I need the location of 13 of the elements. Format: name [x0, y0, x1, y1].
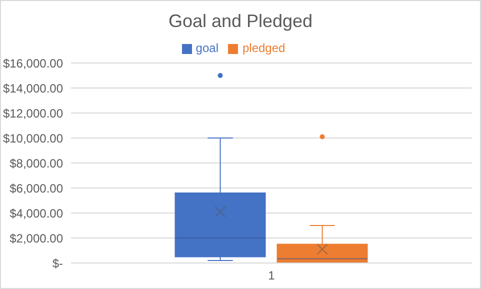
y-tick-label: $-: [52, 256, 63, 270]
chart-title: Goal and Pledged: [167, 11, 314, 33]
x-tick-label: 1: [268, 268, 276, 283]
legend-label: pledged: [242, 41, 286, 55]
legend-label: goal: [196, 41, 218, 55]
y-tick-label: $6,000.00: [10, 181, 64, 196]
y-tick-label: $14,000.00: [2, 81, 64, 96]
y-tick-label: $4,000.00: [10, 206, 64, 220]
y-tick-label: $16,000.00: [2, 56, 64, 70]
y-tick-label: $8,000.00: [10, 156, 64, 170]
y-tick-label: $12,000.00: [2, 106, 64, 120]
y-tick-label: $10,000.00: [2, 131, 64, 146]
y-tick-label: $2,000.00: [10, 231, 64, 246]
